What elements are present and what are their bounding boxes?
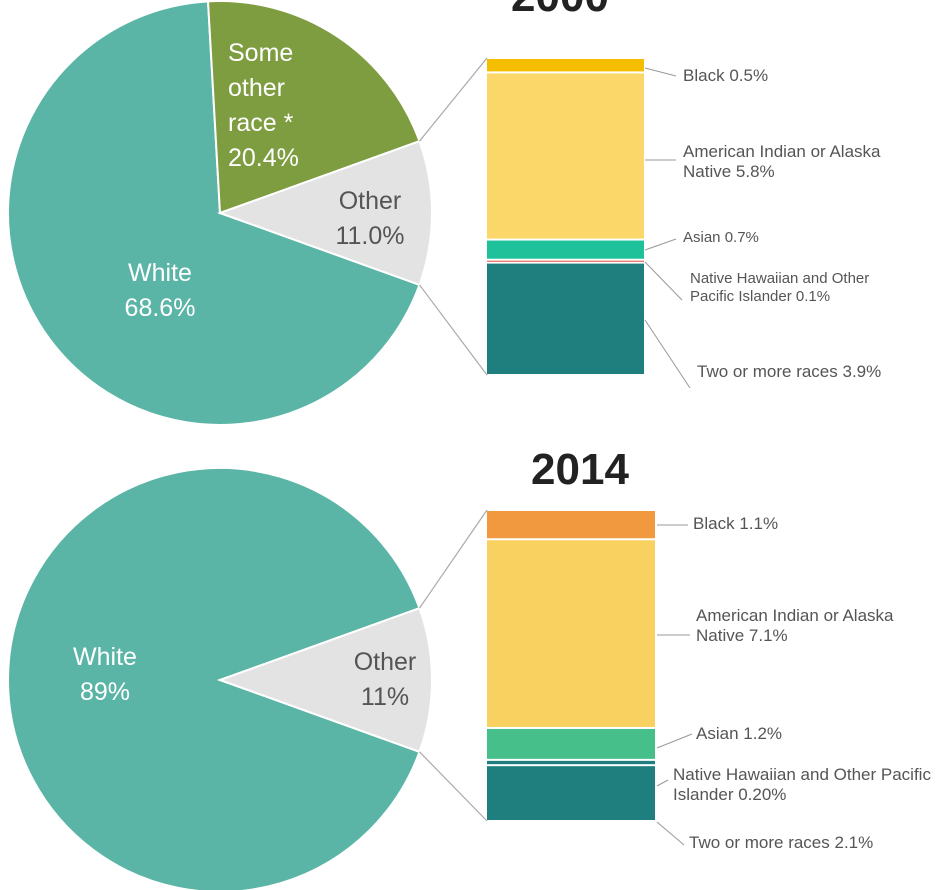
pie-label: White 89%	[45, 640, 165, 710]
slice-name: Some other race *	[228, 39, 294, 137]
bar-label: Asian 1.2%	[696, 724, 896, 744]
segment-value: 2.1%	[834, 833, 874, 852]
segment-name: Asian	[696, 724, 739, 743]
bar-label: Native Hawaiian and Other Pacific Island…	[673, 765, 946, 806]
segment-name: Two or more races	[689, 833, 830, 852]
bar-segment	[487, 766, 655, 820]
slice-name: Other	[353, 648, 417, 676]
slice-value: 20.4%	[228, 144, 299, 172]
leader-line	[656, 779, 669, 787]
segment-value: 0.7%	[724, 229, 759, 246]
slice-name: White	[128, 259, 192, 287]
bar-label: Native Hawaiian and Other Pacific Island…	[690, 270, 900, 306]
leader-line	[644, 319, 691, 389]
segment-value: 0.5%	[729, 66, 769, 85]
bar-label: Black 1.1%	[693, 514, 893, 534]
pie-slice	[7, 0, 421, 426]
slice-value: 11%	[360, 683, 410, 711]
segment-name: Native Hawaiian and Other Pacific Island…	[673, 765, 931, 805]
bar-segment	[487, 540, 655, 727]
slice-value: 68.6%	[124, 294, 196, 322]
segment-value: 1.2%	[743, 724, 783, 743]
pie-label: White 68.6%	[100, 256, 220, 326]
bar-label: American Indian or Alaska Native 7.1%	[696, 606, 916, 647]
bar-segment	[487, 260, 644, 262]
slice-value: 89%	[79, 678, 131, 706]
segment-value: 0.1%	[795, 288, 831, 305]
segment-value: 3.9%	[842, 362, 882, 381]
pie-slice	[217, 139, 433, 287]
bar-segment	[487, 728, 655, 759]
segment-name: American Indian or Alaska Native	[683, 142, 881, 182]
bar-segment	[487, 73, 644, 239]
segment-value: 7.1%	[748, 626, 788, 646]
pie-slice	[7, 467, 421, 890]
segment-name: American Indian or Alaska Native	[696, 606, 894, 646]
segment-value: 5.8%	[735, 162, 775, 182]
connector	[419, 57, 488, 142]
segment-name: Asian	[683, 229, 721, 246]
bar-label: Two or more races 2.1%	[689, 833, 946, 853]
connector	[419, 751, 488, 822]
segment-value: 0.20%	[738, 785, 787, 805]
pie-label: Other 11%	[325, 645, 445, 715]
segment-name: Black	[683, 66, 725, 85]
leader-line	[656, 733, 693, 749]
bar-segment	[487, 760, 655, 765]
pie-label: Some other race * 20.4%	[228, 36, 328, 176]
connector	[418, 284, 488, 376]
leader-line	[644, 261, 683, 301]
bar-segment	[487, 511, 655, 539]
bar-label: Two or more races 3.9%	[697, 362, 897, 382]
segment-name: Two or more races	[697, 362, 838, 381]
bar-label: Asian 0.7%	[683, 229, 883, 247]
leader-line	[656, 821, 685, 846]
chart-title: 2000	[460, 0, 660, 22]
pie-slice	[217, 606, 433, 754]
chart-title: 2014	[531, 445, 629, 494]
segment-name: Black	[693, 514, 735, 533]
leader-line	[644, 238, 677, 251]
bar-segment	[487, 240, 644, 259]
slice-name: Other	[338, 187, 402, 215]
bar-label: American Indian or Alaska Native 5.8%	[683, 142, 903, 183]
segment-value: 1.1%	[739, 514, 779, 533]
slice-name: White	[73, 643, 137, 671]
connector	[418, 509, 488, 609]
pie-label: Other 11.0%	[310, 184, 430, 254]
segment-name: Native Hawaiian and Other Pacific Island…	[690, 270, 870, 305]
bar-segment	[487, 59, 644, 72]
leader-line	[644, 67, 677, 77]
bar-segment	[487, 263, 644, 374]
bar-label: Black 0.5%	[683, 66, 883, 86]
slice-value: 11.0%	[335, 222, 405, 250]
